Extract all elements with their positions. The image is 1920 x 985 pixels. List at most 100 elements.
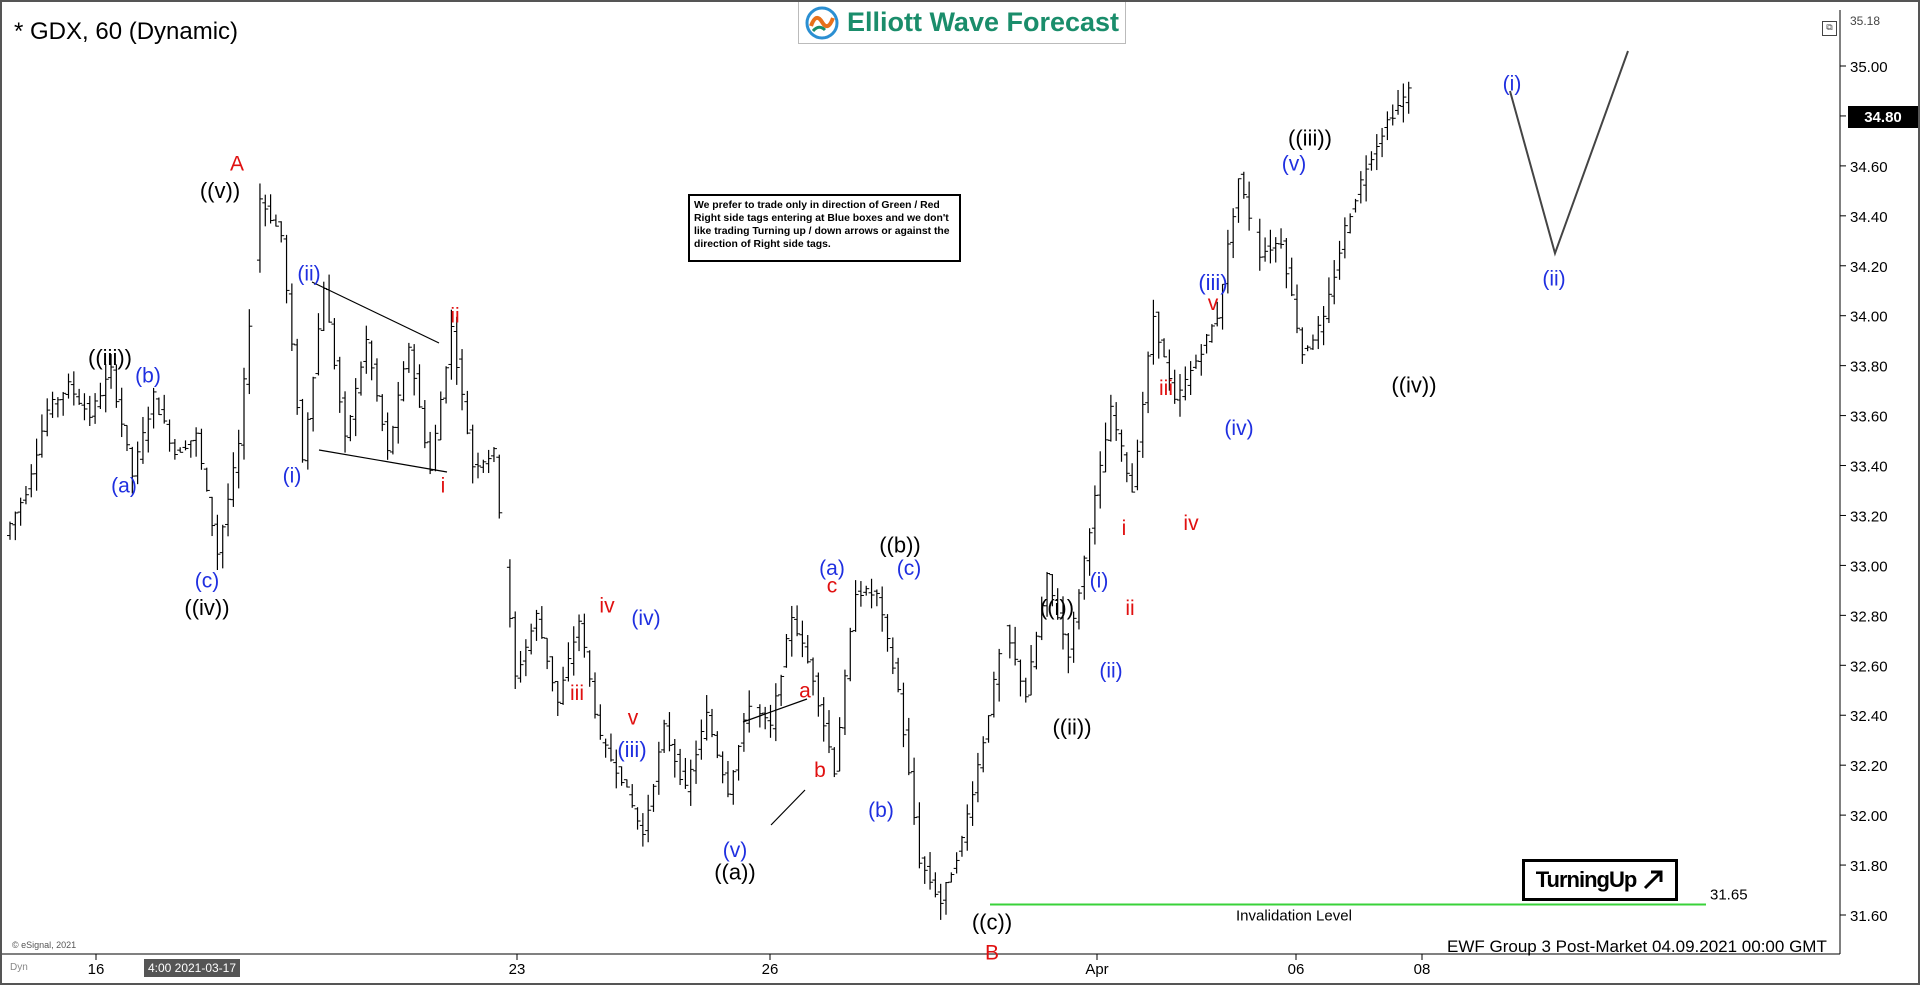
trading-note-box: We prefer to trade only in direction of …: [688, 194, 961, 262]
ohlc-bar: [841, 669, 848, 736]
ohlc-bar: [927, 852, 934, 890]
ohlc-bar: [969, 781, 976, 826]
ohlc-bar: [1022, 677, 1029, 703]
ohlc-bar: [92, 393, 99, 424]
y-tick-label: 34.60: [1850, 159, 1888, 176]
ohlc-bar: [310, 376, 317, 432]
ohlc-bar: [671, 738, 678, 778]
wave-label: B: [985, 941, 999, 964]
ohlc-bar: [336, 356, 343, 413]
ohlc-bar: [522, 639, 529, 677]
ohlc-bar: [427, 431, 434, 475]
ohlc-bar: [719, 751, 726, 784]
ohlc-bar: [655, 741, 662, 795]
wave-label: (ii): [297, 262, 320, 285]
ohlc-bar: [581, 613, 588, 658]
ohlc-bar: [1017, 659, 1024, 697]
ohlc-bar: [150, 387, 157, 429]
ohlc-bar: [395, 381, 402, 444]
ohlc-bar: [177, 447, 184, 453]
up-right-arrow-icon: [1644, 870, 1663, 890]
ohlc-bar: [879, 586, 886, 632]
wave-label: (a): [819, 557, 845, 580]
ohlc-bar: [703, 695, 710, 741]
wave-label: ((iii)): [88, 345, 132, 370]
ohlc-bar: [22, 486, 29, 505]
ohlc-bar: [108, 353, 115, 389]
ohlc-bar: [1299, 327, 1306, 364]
y-tick-label: 31.60: [1850, 908, 1888, 925]
y-tick-label: 32.00: [1850, 808, 1888, 825]
ohlc-bar: [693, 740, 700, 784]
ohlc-bar: [506, 559, 513, 628]
ohlc-bar: [634, 807, 641, 830]
ohlc-bar: [576, 614, 583, 652]
ohlc-bar: [1235, 178, 1242, 223]
ohlc-bar: [421, 400, 428, 449]
diagonal-upper-line: [742, 698, 808, 723]
invalidation-label: Invalidation Level: [1236, 908, 1352, 925]
wave-label: ((ii)): [1052, 715, 1091, 740]
triangle-upper-line: [311, 281, 440, 344]
ohlc-bar: [1187, 361, 1194, 395]
ohlc-bar: [709, 708, 715, 738]
ohlc-bar: [490, 447, 497, 463]
ohlc-bar: [512, 611, 519, 689]
wave-label: a: [799, 679, 811, 702]
ohlc-bar: [953, 852, 960, 874]
ohlc-bar: [1278, 228, 1285, 249]
ohlc-bar: [857, 581, 864, 607]
ohlc-bar: [299, 398, 306, 463]
ohlc-bar: [932, 872, 939, 898]
wave-label: i: [441, 475, 446, 498]
ohlc-bar: [283, 234, 290, 304]
ohlc-bar: [1044, 571, 1051, 617]
x-tick-label: 23: [509, 961, 526, 978]
wave-label: (b): [868, 799, 894, 822]
ohlc-bar: [1054, 588, 1061, 620]
ohlc-bar: [687, 759, 694, 806]
ohlc-bar: [1091, 485, 1098, 545]
wave-label: (iv): [631, 607, 660, 630]
ohlc-bar: [884, 614, 891, 652]
ohlc-bar: [368, 340, 375, 381]
projection-path: [1509, 50, 1629, 257]
ohlc-bar: [102, 364, 109, 413]
ohlc-bar: [820, 697, 827, 742]
ohlc-bar: [411, 344, 418, 396]
ohlc-bar: [714, 731, 721, 759]
ohlc-bar: [730, 770, 737, 805]
ohlc-bar: [1368, 151, 1375, 171]
ohlc-bar: [17, 497, 24, 526]
x-tick-label: Apr: [1085, 961, 1108, 978]
ohlc-bar: [1006, 624, 1013, 659]
x-tick-label: 08: [1414, 961, 1431, 978]
ohlc-bar: [560, 666, 567, 705]
ohlc-bar: [794, 605, 801, 637]
wave-label: ((a)): [714, 860, 756, 885]
ohlc-bar: [1283, 238, 1290, 289]
ohlc-bar: [735, 744, 742, 781]
ohlc-bar: [443, 366, 450, 404]
ohlc-bar: [1097, 451, 1104, 509]
ohlc-bar: [1107, 394, 1114, 442]
ohlc-bar: [1309, 334, 1316, 350]
ohlc-bar: [326, 274, 333, 323]
ohlc-bar: [666, 712, 673, 752]
ohlc-bar: [496, 454, 503, 519]
y-tick-label: 33.20: [1850, 508, 1888, 525]
ohlc-bar: [44, 398, 51, 437]
logo-wave-icon: [805, 6, 839, 39]
restore-window-icon[interactable]: ⧉: [1822, 21, 1837, 36]
ohlc-bar: [171, 439, 178, 460]
ohlc-bar: [1075, 589, 1082, 630]
y-tick-label: 33.60: [1850, 409, 1888, 426]
ohlc-bar: [639, 813, 646, 847]
ohlc-bar: [1139, 391, 1146, 458]
footer-group-text: EWF Group 3 Post-Market 04.09.2021 00:00…: [1447, 937, 1827, 956]
ohlc-bar: [124, 424, 130, 452]
ohlc-bar: [586, 650, 593, 687]
ohlc-bar: [661, 719, 668, 753]
ohlc-bar: [607, 733, 614, 762]
ohlc-bar: [118, 387, 125, 438]
